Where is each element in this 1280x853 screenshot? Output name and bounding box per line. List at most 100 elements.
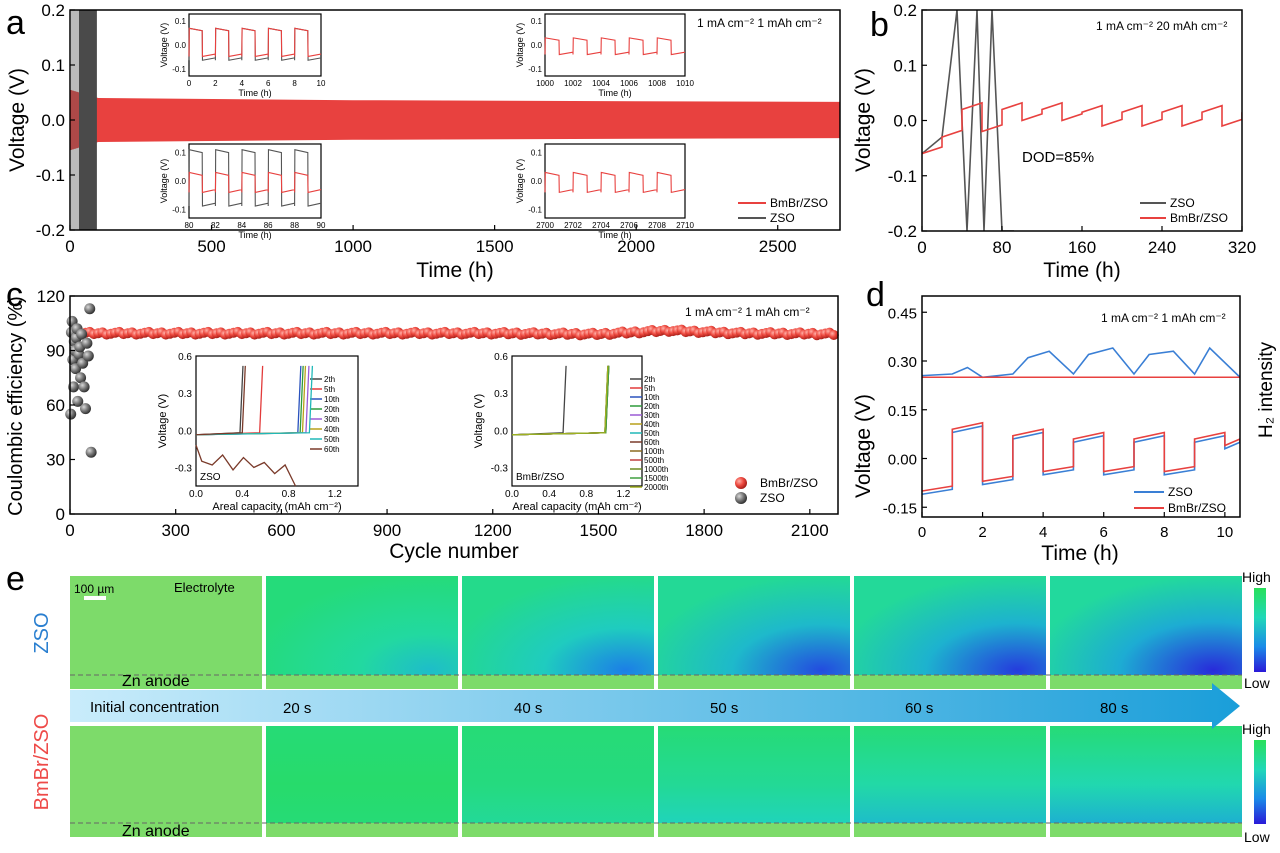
- inset-y-tick: 0.6: [178, 352, 192, 363]
- panel-letter-c: c: [6, 276, 23, 314]
- inset-x-tick: 0.8: [579, 489, 593, 500]
- row-label-bmbr: BmBr/ZSO: [31, 714, 53, 811]
- inset-legend-label: 30th: [644, 411, 660, 420]
- point-c-zso: [76, 328, 88, 340]
- inset-x-tick: 82: [211, 221, 220, 230]
- inset-title: BmBr/ZSO: [516, 472, 565, 483]
- inset-y-tick: 0.1: [531, 17, 543, 26]
- panel-c-condition: 1 mA cm⁻² 1 mAh cm⁻²: [685, 305, 810, 319]
- inset-legend-label: 1500th: [644, 474, 668, 483]
- legend-a-bmbr-label: BmBr/ZSO: [770, 196, 828, 210]
- inset-x-tick: 0.0: [189, 489, 203, 500]
- inset-y-tick: 0.0: [178, 426, 192, 437]
- x-tick-label: 0: [65, 237, 74, 256]
- inset-c2: 0.0 0.4 0.8 1.2 -0.3 0.0 0.3 0.6 Areal capacity …: [473, 352, 668, 513]
- point-c-zso: [82, 350, 94, 362]
- inset-x-tick: 4: [240, 79, 245, 88]
- inset-ylabel: Voltage (V): [473, 394, 485, 448]
- x-tick-label: 1000: [334, 237, 372, 256]
- colorbar-top-low: Low: [1244, 675, 1271, 691]
- inset-x-tick: 2: [213, 79, 218, 88]
- point-c-zso: [68, 381, 80, 393]
- inset-x-tick: 80: [185, 221, 194, 230]
- map-depletion: [462, 576, 654, 675]
- legend-c-bmbr-marker: [735, 477, 747, 489]
- x-tick-label: 1500: [580, 521, 618, 540]
- inset-y-tick: 0.0: [175, 177, 187, 186]
- inset-x-tick: 1.2: [328, 489, 342, 500]
- colorbar-bottom: [1254, 740, 1266, 824]
- zso-frame-1: [266, 576, 458, 689]
- x-tick-label: 0: [65, 521, 74, 540]
- panel-b-xlabel: Time (h): [1043, 259, 1120, 282]
- inset-legend-label: 10th: [324, 395, 340, 404]
- inset-ylabel: Voltage (V): [159, 23, 169, 68]
- map-depletion: [658, 576, 850, 675]
- inset-x-tick: 8: [292, 79, 297, 88]
- inset-xlabel: Time (h): [238, 230, 271, 240]
- inset-cycle-trace: [195, 365, 246, 436]
- arrow-label-20s: 20 s: [283, 700, 311, 717]
- series-a-bmbr-band: [70, 89, 840, 151]
- panel-d-frame: [921, 295, 1241, 518]
- inset-ylabel: Voltage (V): [157, 394, 169, 448]
- panel-c-chart: 0 300 600 900 1200 1500 1800 2100 0 30 60 90 120 Cyc…: [5, 287, 839, 563]
- inset-frame: [511, 355, 643, 487]
- inset-xlabel: Time (h): [598, 88, 631, 98]
- series-b-bmbr: [922, 101, 1242, 155]
- map-background: [70, 726, 262, 837]
- inset-a3: 80 82 84 86 88 90 -0.1 0.0 0.1 Time (h) Voltage (V…: [159, 143, 326, 240]
- series-b-zso: [922, 10, 1014, 231]
- bmbr-frame-5: [1050, 726, 1242, 837]
- x-tick-label: 1800: [685, 521, 723, 540]
- arrow-label-80s: 80 s: [1100, 700, 1128, 717]
- inset-y-tick: -0.1: [528, 65, 542, 74]
- x-tick-label: 1200: [474, 521, 512, 540]
- map-depletion: [854, 726, 1046, 823]
- y-tick-label: 0.00: [888, 452, 917, 469]
- map-depletion: [658, 726, 850, 823]
- x-tick-label: 10: [1217, 524, 1234, 541]
- zn-anode-label-bottom: Zn anode: [122, 823, 190, 840]
- x-tick-label: 500: [197, 237, 225, 256]
- inset-x-tick: 0.0: [505, 489, 519, 500]
- inset-legend-label: 500th: [644, 456, 664, 465]
- inset-zso-trace: [188, 149, 322, 207]
- y-tick-label: -0.1: [888, 167, 917, 186]
- inset-erratic-trace: [195, 444, 297, 487]
- inset-x-tick: 10: [317, 79, 326, 88]
- panel-d-chart: 0 2 4 6 8 10 -0.15 0.00 0.15 0.30 0.45 Time (h) Vo…: [852, 295, 1277, 565]
- y-tick-label: 0.0: [41, 111, 65, 130]
- y-tick-label: 90: [46, 342, 65, 361]
- inset-y-tick: 0.0: [175, 41, 187, 50]
- inset-y-tick: -0.1: [172, 65, 186, 74]
- arrow-label-initial: Initial concentration: [90, 699, 219, 716]
- inset-x-tick: 1010: [676, 79, 694, 88]
- inset-x-tick: 0.8: [282, 489, 296, 500]
- y-tick-label: 0.1: [41, 56, 65, 75]
- map-anode-band: [70, 823, 262, 837]
- bmbr-frame-3: [658, 726, 850, 837]
- y-tick-label: -0.2: [36, 221, 65, 240]
- panel-b-chart: 0 80 160 240 320 -0.2 -0.1 0.0 0.1 0.2 Time (h) V…: [852, 1, 1256, 282]
- x-tick-label: 80: [993, 238, 1012, 257]
- arrow-label-40s: 40 s: [514, 700, 542, 717]
- map-anode-band: [1050, 675, 1242, 689]
- panel-letter-d: d: [866, 276, 885, 314]
- legend-d-bmbr-label: BmBr/ZSO: [1168, 501, 1226, 515]
- x-tick-label: 240: [1148, 238, 1176, 257]
- inset-y-tick: -0.1: [172, 205, 186, 214]
- panel-c-xlabel: Cycle number: [389, 540, 519, 563]
- x-tick-label: 2100: [791, 521, 829, 540]
- inset-a4: 2700 2702 2704 2706 2708 2710 -0.1 0.0 0.1 Time (…: [515, 143, 694, 240]
- inset-xlabel: Time (h): [598, 230, 631, 240]
- map-depletion: [1050, 576, 1242, 675]
- bmbr-frame-1: [266, 726, 458, 837]
- inset-legend-label: 100th: [644, 447, 664, 456]
- inset-x-tick: 2700: [536, 221, 554, 230]
- legend-c-zso-marker: [735, 492, 747, 504]
- x-tick-label: 1500: [476, 237, 514, 256]
- legend-b-zso-label: ZSO: [1170, 196, 1195, 210]
- inset-x-tick: 84: [237, 221, 246, 230]
- panel-b-condition: 1 mA cm⁻² 20 mAh cm⁻²: [1096, 19, 1227, 33]
